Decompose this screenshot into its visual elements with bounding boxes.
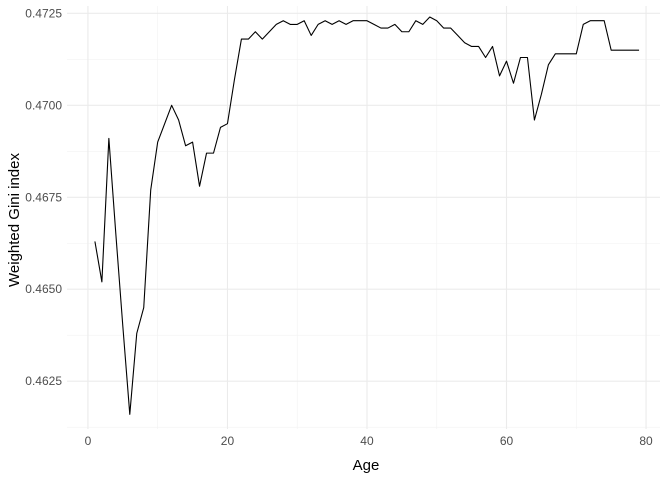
minor-gridlines <box>67 6 660 429</box>
x-tick-label: 80 <box>639 434 653 448</box>
x-axis-title: Age <box>353 457 380 474</box>
x-tick-label: 20 <box>221 434 235 448</box>
y-tick-label: 0.4700 <box>25 98 62 112</box>
y-tick-label: 0.4675 <box>25 190 62 204</box>
y-axis-title: Weighted Gini index <box>6 153 23 287</box>
x-tick-label: 60 <box>500 434 514 448</box>
y-tick-label: 0.4650 <box>25 282 62 296</box>
y-tick-label: 0.4625 <box>25 374 62 388</box>
y-tick-label: 0.4725 <box>25 6 62 20</box>
x-tick-label: 0 <box>85 434 92 448</box>
y-axis-tick-labels: 0.4625 0.4650 0.4675 0.4700 0.4725 <box>25 6 62 388</box>
x-tick-label: 40 <box>360 434 374 448</box>
major-gridlines <box>67 6 660 429</box>
gini-series-line <box>94 16 640 415</box>
x-axis-tick-labels: 0 20 40 60 80 <box>85 434 653 448</box>
